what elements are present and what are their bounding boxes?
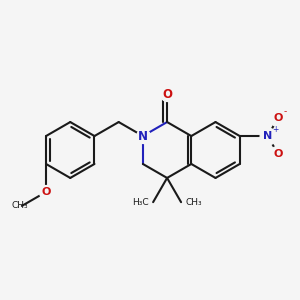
Text: +: + <box>272 125 278 134</box>
Text: O: O <box>41 187 51 197</box>
Text: O: O <box>274 113 283 123</box>
Text: H₃C: H₃C <box>132 198 149 207</box>
Text: N: N <box>138 130 148 142</box>
Text: O: O <box>274 149 283 159</box>
Text: O: O <box>162 88 172 100</box>
Text: CH₃: CH₃ <box>12 201 28 210</box>
Text: -: - <box>284 107 287 116</box>
Text: N: N <box>263 131 272 141</box>
Text: CH₃: CH₃ <box>185 198 202 207</box>
